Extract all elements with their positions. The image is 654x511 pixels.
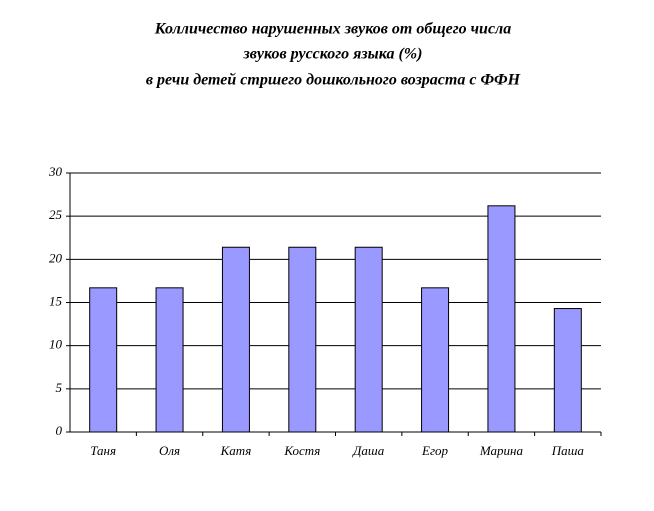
y-tick-label: 20 — [49, 250, 63, 265]
x-tick-label: Даша — [351, 443, 385, 458]
bar — [421, 287, 450, 433]
y-tick-label: 30 — [48, 164, 63, 179]
y-tick-label: 25 — [49, 207, 63, 222]
y-tick-label: 0 — [56, 423, 63, 438]
x-tick-label: Таня — [90, 443, 116, 458]
bar — [155, 287, 184, 433]
bar — [89, 287, 118, 433]
x-tick-label: Паша — [551, 443, 585, 458]
chart-title: Колличество нарушенных звуков от общего … — [154, 21, 512, 38]
x-tick-label: Катя — [220, 443, 252, 458]
chart-title: в речи детей стршего дошкольного возраст… — [146, 72, 521, 89]
bar — [288, 246, 317, 433]
chart-title: звуков русского языка (%) — [243, 46, 423, 63]
y-tick-label: 10 — [49, 337, 63, 352]
bar — [553, 308, 582, 433]
bar — [487, 205, 516, 433]
y-tick-label: 15 — [49, 293, 63, 308]
bar — [354, 246, 383, 433]
bar — [221, 246, 250, 433]
x-tick-label: Егор — [421, 443, 449, 458]
x-tick-label: Оля — [159, 443, 180, 458]
x-tick-label: Костя — [283, 443, 320, 458]
x-tick-label: Марина — [479, 443, 524, 458]
y-tick-label: 5 — [56, 380, 63, 395]
